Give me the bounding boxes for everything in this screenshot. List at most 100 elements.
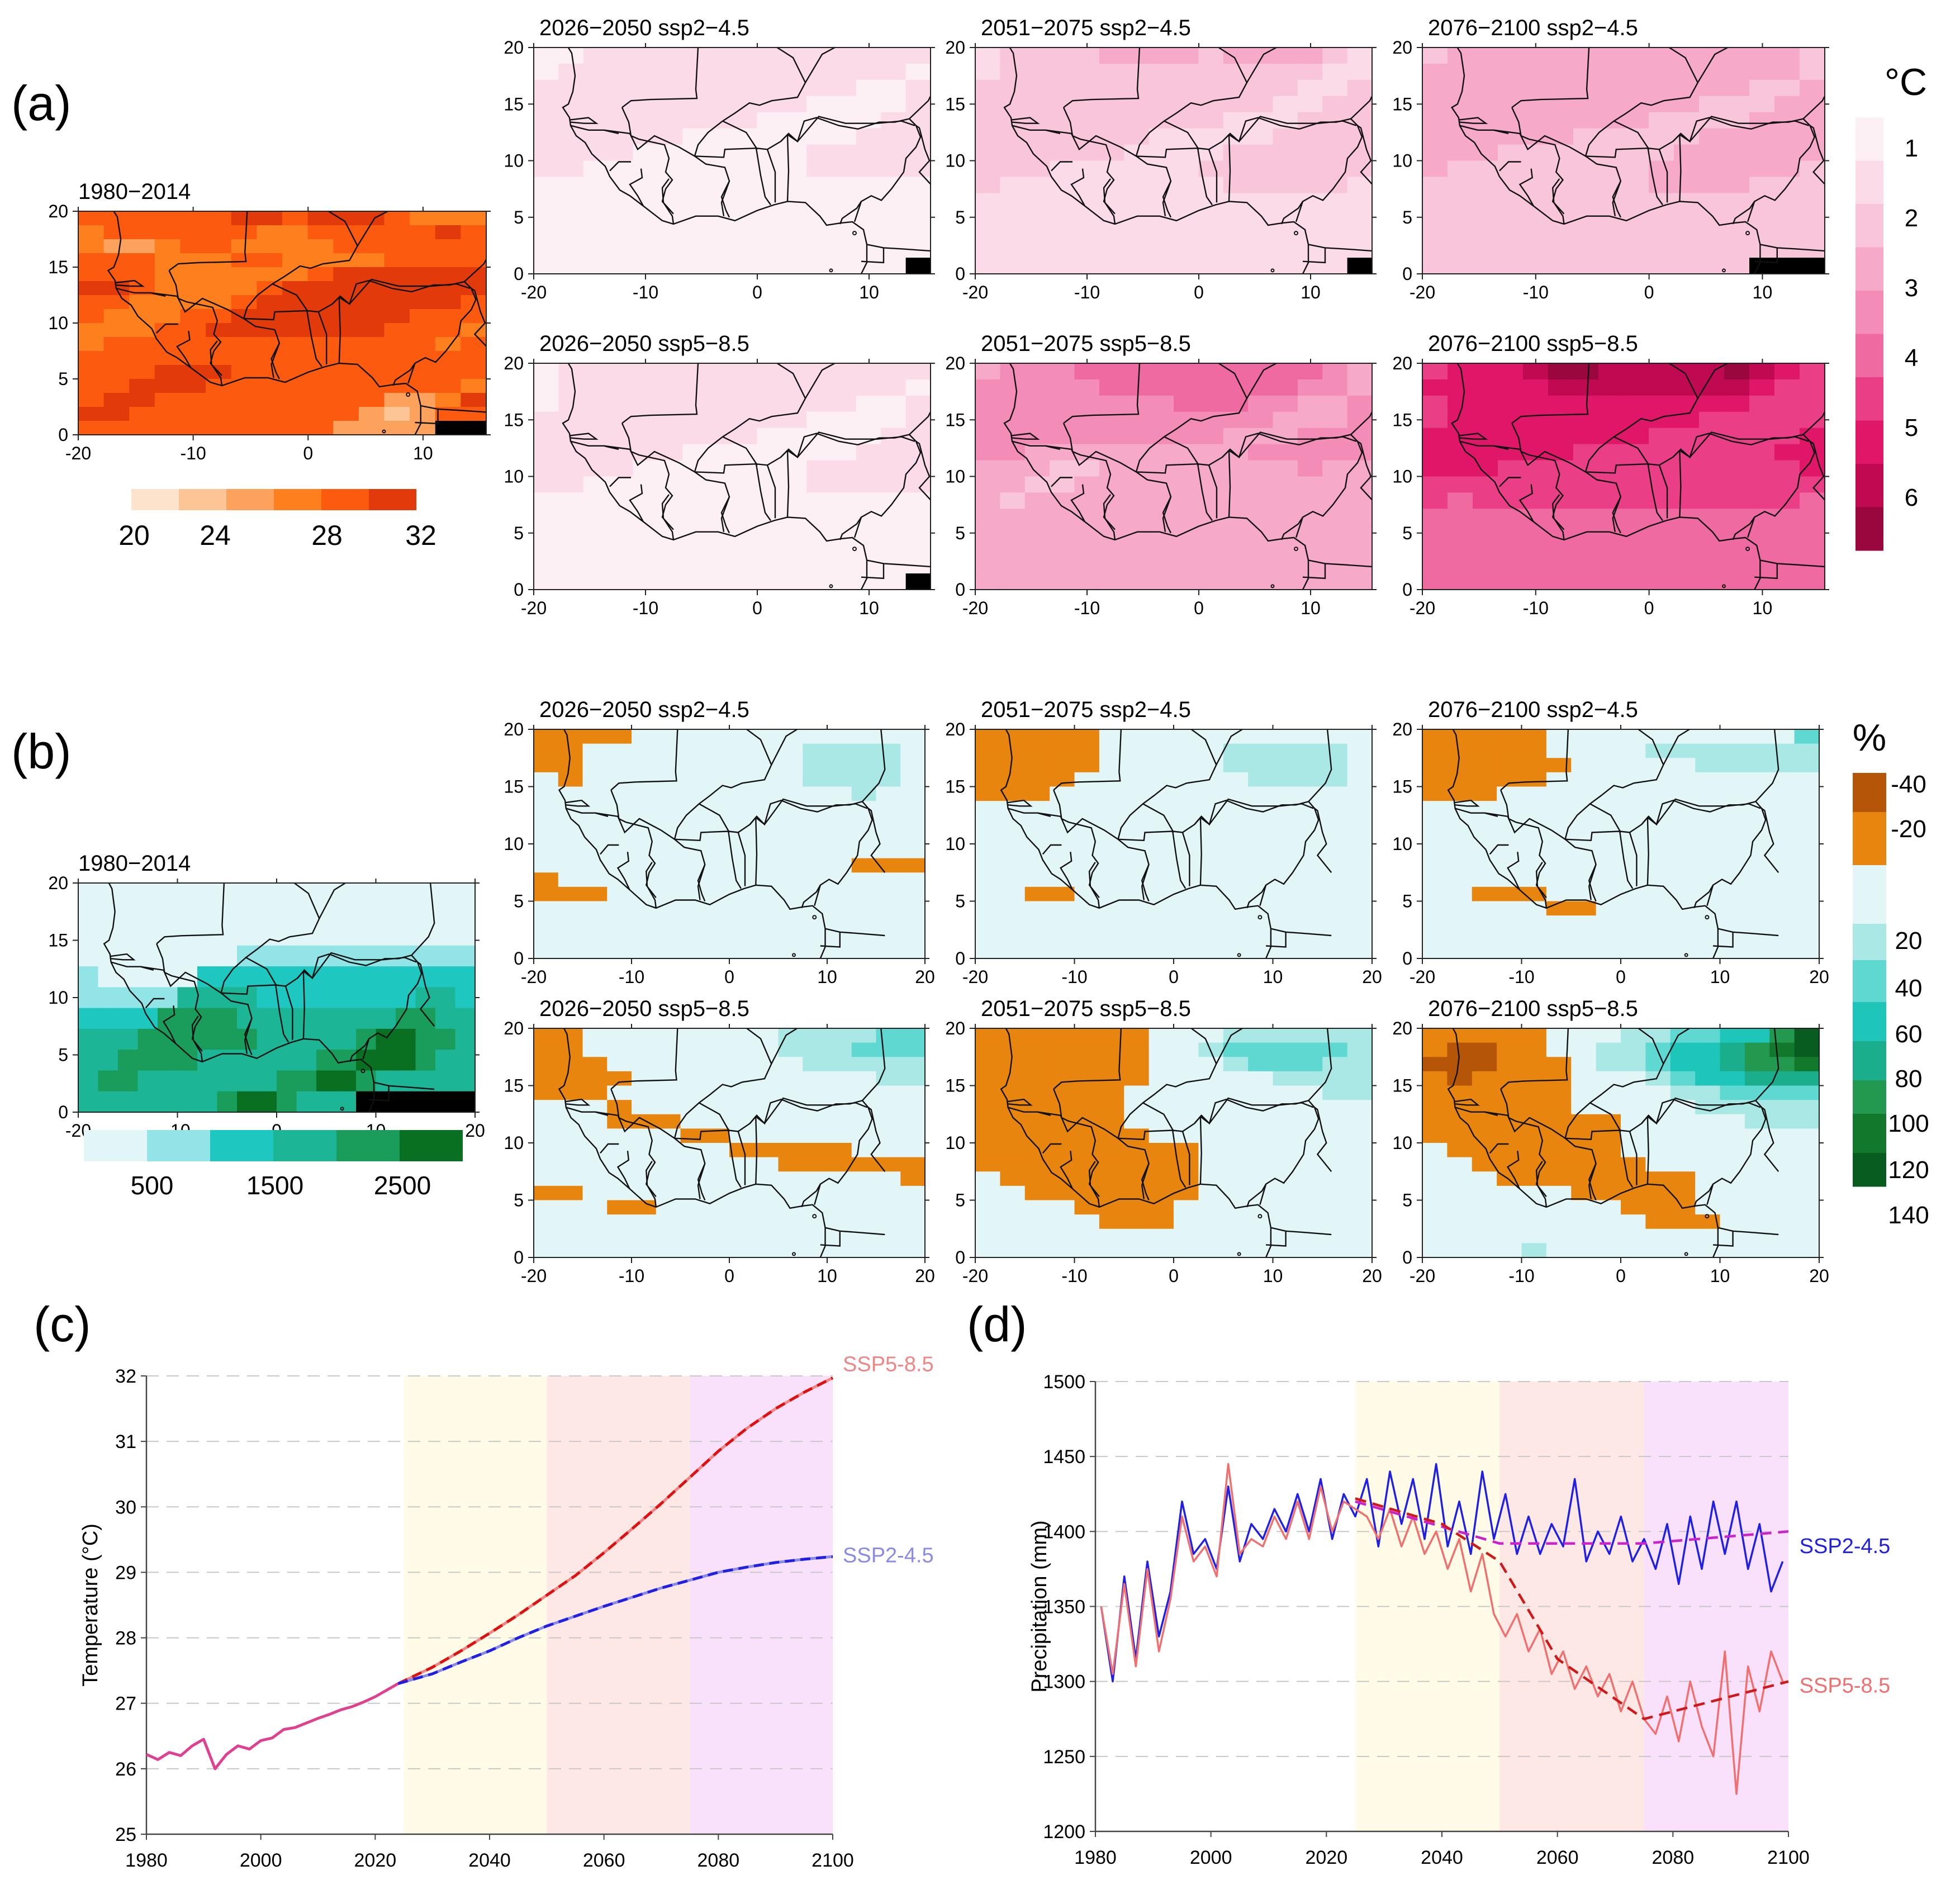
map-cell (1447, 1071, 1473, 1086)
map-cell (707, 444, 733, 461)
map-cell (1024, 509, 1050, 526)
map-cell (1422, 177, 1448, 194)
map-cell (307, 351, 334, 365)
map-cell (905, 460, 931, 477)
map-cell (1000, 258, 1026, 274)
legend-label: 100 (1888, 1110, 1929, 1137)
map-cell (753, 801, 779, 816)
map-cell (900, 944, 926, 959)
map-cell (1223, 144, 1249, 162)
map-cell (632, 1171, 657, 1186)
map-cell (1598, 541, 1624, 558)
map-cell (1670, 743, 1696, 759)
lon-tick-label: -10 (1074, 282, 1100, 302)
map-cell (1794, 815, 1820, 830)
map-cell (1050, 915, 1075, 931)
map-cell (1074, 1028, 1100, 1043)
map-cell (231, 253, 258, 268)
map-cell (1099, 541, 1125, 558)
map-cell (78, 211, 105, 226)
map-cell (1273, 1028, 1298, 1043)
map-cell (1297, 1071, 1323, 1086)
map-cell (558, 241, 584, 258)
map-cell (237, 924, 258, 946)
map-cell (333, 421, 359, 435)
lat-tick-label: 20 (945, 719, 965, 739)
map-cell (1174, 929, 1199, 945)
map-cell (900, 858, 926, 874)
map-cell (1794, 829, 1820, 844)
map-cell (1447, 1143, 1473, 1158)
map-cell (632, 1143, 657, 1158)
map-cell (1248, 444, 1274, 461)
map-cell (1074, 48, 1100, 64)
map-cell (1347, 801, 1373, 816)
map-cell (1645, 915, 1671, 931)
lat-tick-label: 15 (1392, 94, 1412, 114)
lat-tick-label: 15 (504, 94, 524, 114)
map-cell (180, 407, 206, 421)
map-cell (1497, 1042, 1522, 1058)
country-border (1500, 1028, 1569, 1090)
map-cell (778, 929, 804, 945)
country-border (766, 149, 776, 203)
map-cell (1000, 1200, 1026, 1215)
map-cell (656, 886, 681, 902)
map-cell (757, 395, 782, 412)
map-cell (1645, 886, 1671, 902)
lon-tick-label: 20 (1362, 1266, 1382, 1286)
map-cell (732, 444, 758, 461)
map-cell (1050, 209, 1075, 226)
map-cell (177, 883, 198, 905)
legend-swatch (1853, 1041, 1886, 1081)
map-cell (1322, 743, 1348, 759)
coastline (1447, 1028, 1719, 1257)
map-cell (1674, 557, 1700, 574)
map-cell (1769, 1085, 1795, 1100)
map-cell (356, 904, 377, 925)
map-cell (1024, 1214, 1050, 1230)
map-cell (534, 743, 559, 759)
map-cell (1322, 395, 1348, 412)
map-cell (1699, 144, 1725, 162)
map-cell (827, 1028, 852, 1043)
map-cell (682, 573, 708, 590)
map-cell (1099, 112, 1125, 129)
map-cell (78, 421, 105, 435)
map-cell (78, 966, 99, 988)
map-cell (781, 525, 807, 542)
map-cell (757, 460, 782, 477)
map-cell (1297, 395, 1323, 412)
map-cell (856, 128, 882, 145)
map-cell (1473, 525, 1498, 542)
map-cell (1674, 476, 1700, 493)
map-cell (1347, 1185, 1373, 1201)
map-cell (583, 128, 609, 145)
y-tick-label: 27 (115, 1693, 136, 1715)
country-border (1693, 885, 1714, 909)
map-cell (1749, 476, 1775, 493)
map-cell (1699, 48, 1725, 64)
map-cell (1624, 128, 1649, 145)
map-cell (1473, 573, 1498, 590)
map-cell (1297, 525, 1323, 542)
map-cell (856, 209, 882, 226)
map-cell (534, 886, 559, 902)
map-cell (1472, 1028, 1497, 1043)
map-cell (1024, 379, 1050, 396)
map-cell (1573, 476, 1599, 493)
series-line-ssp2-4-5 (1100, 1463, 1784, 1683)
legend-label: 80 (1895, 1065, 1923, 1093)
country-border (1755, 729, 1779, 803)
country-border (786, 134, 790, 202)
map-cell (78, 393, 105, 407)
map-cell (732, 48, 758, 64)
map-cell (1050, 743, 1075, 759)
map-boundaries (107, 211, 486, 435)
map-cell (1422, 476, 1448, 493)
x-tick-label: 2000 (1190, 1847, 1232, 1868)
map-cell (206, 211, 232, 226)
country-border (1246, 363, 1278, 399)
country-border (801, 1184, 821, 1208)
map-cell (632, 844, 657, 859)
